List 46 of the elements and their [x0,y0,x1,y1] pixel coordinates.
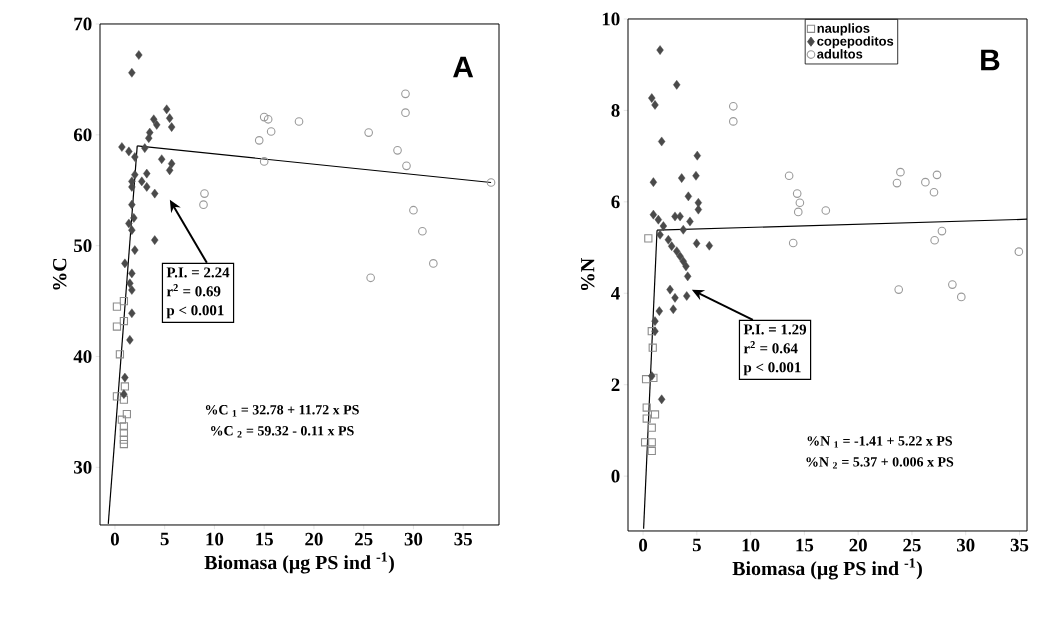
x-tick-label: 10 [742,538,760,552]
annotation: p < 0.001 [743,362,801,376]
x-tick-label: 25 [355,532,373,546]
annotation: %N $_{2}$ = 5.37 + 0.006 x PS [806,457,954,469]
y-tick-label: 8 [611,104,620,117]
x-tick-label: 30 [404,532,423,546]
x-tick-label: 35 [1010,538,1029,552]
annotation: P.I. = 1.29 [743,324,807,335]
x-tick-label: 10 [206,532,224,546]
y-tick-label: 10 [602,12,620,26]
y-tick-label: 0 [611,469,620,483]
x-axis-title: Biomasa (μg PS ind $^{-1}$) [204,552,394,574]
annotation: r$^{2}$ = 0.69 [166,284,221,297]
annotation: %C $_{2}$ = 59.32 - 0.11 x PS [211,426,354,438]
x-tick-label: 5 [160,532,169,546]
text: B [981,49,1000,71]
legend-label: adultos [817,49,863,59]
x-tick-label: 20 [305,532,323,546]
y-tick-label: 30 [74,460,92,474]
text: A [453,56,474,78]
y-tick-label: 6 [611,195,620,209]
x-tick-label: 30 [956,538,975,552]
annotation: %C $_{1}$ = 32.78 + 11.72 x PS [205,405,359,417]
y-tick-label: 70 [74,17,92,31]
y-tick-label: 2 [611,378,620,391]
y-axis-title: %C [52,258,67,290]
x-tick-label: 15 [256,532,273,546]
annotation: p < 0.001 [166,305,224,319]
y-axis-title: %N [580,258,595,291]
y-tick-label: 4 [611,287,620,300]
annotation: r$^{2}$ = 0.64 [743,341,798,354]
x-tick-label: 20 [849,538,867,552]
y-tick-label: 60 [73,128,92,142]
x-tick-label: 0 [639,538,648,552]
x-tick-label: 35 [454,532,472,546]
annotation: P.I. = 2.24 [166,267,230,278]
annotation: %N $_{1}$ = -1.41 + 5.22 x PS [807,436,953,448]
x-tick-label: 25 [903,538,921,552]
x-tick-label: 0 [110,532,119,546]
y-tick-label: 50 [74,239,92,253]
x-tick-label: 5 [692,538,701,552]
legend-label: copepoditos [817,36,894,49]
x-tick-label: 15 [796,538,814,552]
y-tick-label: 40 [73,350,92,363]
x-axis-title: Biomasa (μg PS ind $^{-1}$) [732,558,922,580]
legend-label: nauplios [817,23,870,36]
